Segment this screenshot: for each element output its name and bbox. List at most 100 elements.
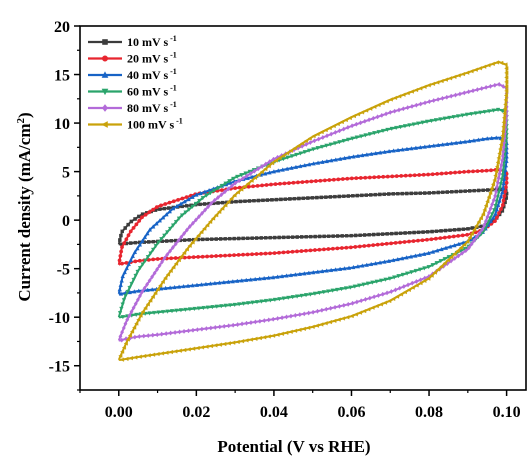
data-point [277,235,281,240]
data-point [449,141,454,146]
data-point [275,274,280,279]
data-point [458,189,463,194]
data-point [364,262,369,267]
data-point [425,237,429,242]
data-point [133,217,137,221]
data-point [460,233,465,238]
legend-marker [102,39,108,45]
data-point [426,265,431,270]
data-point [355,193,360,198]
data-point [240,321,245,327]
data-point [377,260,383,265]
data-point [241,236,245,241]
data-point [164,350,169,355]
data-point [391,192,396,196]
data-point [213,324,218,330]
data-point [353,245,358,249]
data-point [118,291,124,296]
data-point [351,113,356,119]
data-point [504,75,509,80]
data-point [481,188,485,192]
data-point [200,196,206,201]
data-point [406,282,411,288]
data-point [164,331,169,337]
data-point [303,293,309,298]
data-point [162,233,167,238]
data-point [480,226,485,232]
data-point [443,228,448,233]
data-point [120,329,125,335]
data-point [496,155,501,161]
data-point [342,155,347,160]
data-point [191,346,196,351]
data-point [145,281,150,287]
data-point [167,209,172,214]
data-point [222,323,227,329]
data-point [404,271,410,276]
data-point [286,235,290,239]
data-point [118,254,123,258]
data-point [251,184,256,189]
data-point [148,298,153,303]
data-point [346,265,352,270]
data-point [226,199,231,205]
data-point [494,169,499,174]
data-point [407,239,411,244]
data-point [501,115,507,120]
data-point [249,320,253,326]
data-point [119,278,124,283]
data-point [501,120,506,125]
data-point [407,123,412,128]
data-point [256,166,261,172]
data-point [313,179,318,183]
data-point [331,234,335,238]
data-point [183,307,188,312]
data-point [239,187,244,192]
data-point [222,189,227,195]
data-point [159,331,164,337]
data-point [490,201,495,207]
data-point [157,218,162,223]
data-point [125,290,130,295]
legend-label: 20 mV s -1 [127,51,177,66]
data-point [404,146,410,151]
data-point [254,236,259,240]
data-point [302,271,307,276]
data-point [260,163,264,169]
data-point [498,182,503,187]
data-point [460,71,465,77]
data-point [315,131,320,137]
data-point [493,193,498,199]
data-point [205,223,210,228]
data-point [457,227,461,232]
data-point [236,236,241,241]
data-point [387,298,392,304]
data-point [345,176,350,181]
data-point [295,249,299,254]
data-point [135,246,140,251]
data-point [396,274,401,279]
data-point [303,138,308,144]
data-point [131,225,136,230]
data-point [500,133,505,138]
data-point [284,150,290,156]
data-point [364,108,369,113]
data-point [246,184,251,189]
data-point [235,174,240,179]
data-point [364,152,370,157]
data-point [218,237,223,241]
data-point [298,163,303,169]
data-point [440,142,445,147]
data-point [500,189,505,195]
data-point [442,261,447,266]
data-point [310,324,315,330]
data-point [490,212,495,217]
data-point [472,237,477,243]
data-point [499,162,504,168]
data-point [159,237,164,242]
legend-label: 10 mV s -1 [127,34,177,49]
data-point [219,184,224,189]
data-point [337,140,342,145]
data-point [208,219,213,224]
legend-label-main: 10 mV s [127,35,168,49]
